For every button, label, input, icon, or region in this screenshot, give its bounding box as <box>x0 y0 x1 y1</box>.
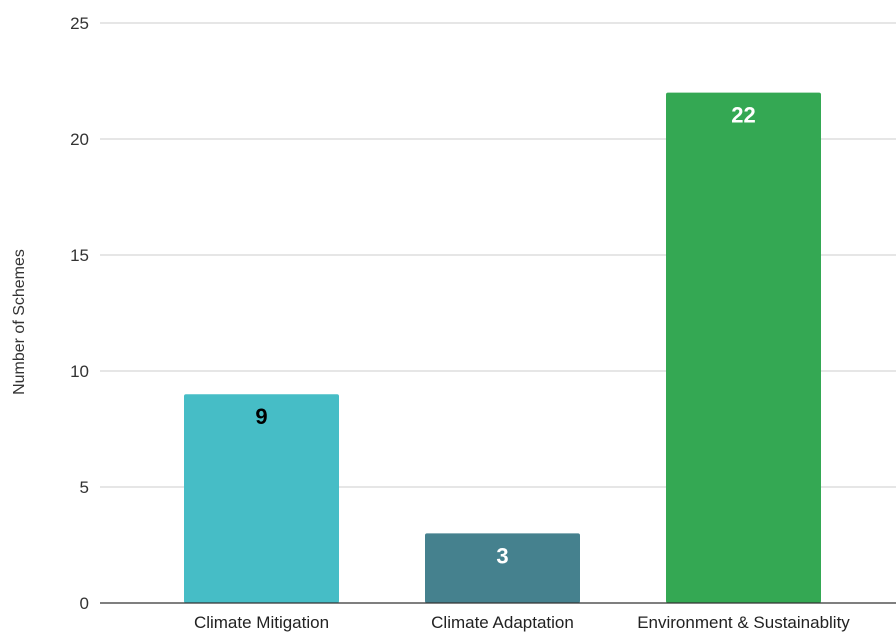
y-tick-label: 15 <box>70 246 89 265</box>
x-tick-label: Climate Mitigation <box>194 613 329 632</box>
x-axis-ticks: Climate Mitigation Climate Adaptation Envi… <box>194 613 850 632</box>
y-tick-label: 5 <box>80 478 89 497</box>
data-label: 9 <box>255 404 267 429</box>
bars: 9 3 22 <box>184 92 821 603</box>
y-axis-title: Number of Schemes <box>11 249 28 395</box>
x-tick-label: Climate Adaptation <box>431 613 574 632</box>
data-label: 3 <box>496 543 508 568</box>
y-tick-label: 20 <box>70 130 89 149</box>
bar <box>184 394 339 603</box>
y-tick-label: 10 <box>70 362 89 381</box>
data-label: 22 <box>731 103 755 128</box>
y-axis-ticks: 0 5 10 15 20 25 <box>70 14 89 613</box>
y-tick-label: 0 <box>80 594 89 613</box>
bar <box>666 92 821 603</box>
y-tick-label: 25 <box>70 14 89 33</box>
x-tick-label: Environment & Sustainablity <box>637 613 850 632</box>
bar <box>425 533 580 603</box>
